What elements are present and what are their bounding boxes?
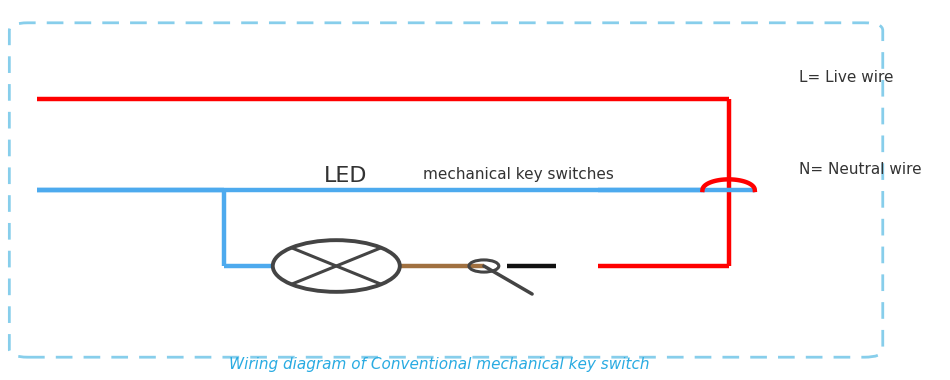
Text: LED: LED (324, 166, 368, 186)
Text: L= Live wire: L= Live wire (799, 70, 893, 86)
FancyBboxPatch shape (10, 23, 883, 357)
Text: Wiring diagram of Conventional mechanical key switch: Wiring diagram of Conventional mechanica… (229, 357, 649, 372)
Text: N= Neutral wire: N= Neutral wire (799, 162, 921, 177)
Text: mechanical key switches: mechanical key switches (423, 168, 614, 182)
